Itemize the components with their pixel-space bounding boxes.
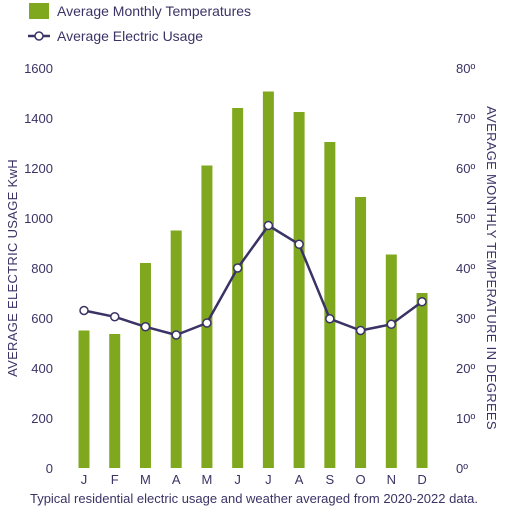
usage-point bbox=[202, 318, 212, 328]
temperature-bar bbox=[416, 293, 428, 468]
temperature-bar bbox=[109, 334, 121, 468]
x-tick-label: D bbox=[417, 472, 426, 487]
left-axis-ticks: 0 200 400 600 800 1000 1200 1400 1600 bbox=[24, 61, 53, 476]
left-tick-label: 0 bbox=[46, 461, 53, 476]
usage-point bbox=[171, 330, 181, 340]
left-tick-label: 1600 bbox=[24, 61, 53, 76]
right-tick-label: 80º bbox=[456, 61, 475, 76]
temperature-bar bbox=[293, 112, 305, 468]
legend-swatch-temperature bbox=[29, 3, 49, 19]
x-tick-label: A bbox=[172, 472, 181, 487]
temperature-bar bbox=[262, 91, 274, 468]
left-tick-label: 1000 bbox=[24, 211, 53, 226]
temperature-bar bbox=[139, 263, 151, 468]
legend-label-temperature: Average Monthly Temperatures bbox=[57, 3, 251, 19]
usage-point bbox=[386, 319, 397, 329]
x-tick-label: J bbox=[81, 472, 88, 487]
right-tick-label: 30º bbox=[456, 311, 475, 326]
right-axis-ticks: 0º 10º 20º 30º 40º 50º 60º 70º 80º bbox=[456, 61, 475, 476]
left-tick-label: 400 bbox=[31, 361, 53, 376]
usage-line bbox=[83, 224, 423, 337]
temperature-bar bbox=[201, 165, 213, 468]
x-tick-label: O bbox=[356, 472, 366, 487]
x-tick-label: M bbox=[140, 472, 151, 487]
right-tick-label: 70º bbox=[456, 111, 475, 126]
legend-marker-usage bbox=[34, 31, 44, 41]
x-tick-label: N bbox=[387, 472, 396, 487]
usage-point bbox=[294, 239, 304, 249]
right-tick-label: 20º bbox=[456, 361, 475, 376]
right-tick-label: 0º bbox=[456, 461, 468, 476]
usage-point bbox=[109, 312, 120, 322]
x-tick-label: A bbox=[295, 472, 304, 487]
usage-point bbox=[417, 297, 427, 307]
right-tick-label: 50º bbox=[456, 211, 475, 226]
usage-point bbox=[325, 314, 335, 324]
left-tick-label: 800 bbox=[31, 261, 53, 276]
x-tick-label: J bbox=[265, 472, 272, 487]
temperature-bar bbox=[232, 108, 244, 468]
right-axis-title: AVERAGE MONTHLY TEMPERATURE IN DEGREES bbox=[484, 106, 499, 430]
temperature-bar bbox=[324, 142, 336, 468]
left-tick-label: 1200 bbox=[24, 161, 53, 176]
temperature-bar bbox=[170, 230, 182, 468]
right-tick-label: 60º bbox=[456, 161, 475, 176]
left-axis-title: AVERAGE ELECTRIC USAGE KwH bbox=[5, 159, 20, 377]
right-tick-label: 10º bbox=[456, 411, 475, 426]
usage-point bbox=[232, 263, 243, 273]
chart-caption: Typical residential electric usage and w… bbox=[30, 491, 478, 506]
legend: Average Monthly Temperatures Average Ele… bbox=[28, 3, 251, 44]
temperature-bar bbox=[78, 330, 90, 468]
usage-point bbox=[263, 220, 274, 231]
usage-point bbox=[79, 305, 89, 316]
x-tick-label: F bbox=[111, 472, 119, 487]
x-tick-label: S bbox=[326, 472, 335, 487]
right-tick-label: 40º bbox=[456, 261, 475, 276]
left-tick-label: 1400 bbox=[24, 111, 53, 126]
usage-point bbox=[355, 325, 366, 336]
usage-point bbox=[140, 322, 151, 332]
temperature-bars bbox=[78, 91, 428, 468]
legend-label-usage: Average Electric Usage bbox=[57, 28, 203, 44]
usage-points bbox=[79, 220, 427, 340]
temperature-bar bbox=[385, 254, 397, 468]
left-tick-label: 600 bbox=[31, 311, 53, 326]
x-tick-label: J bbox=[234, 472, 241, 487]
x-tick-label: M bbox=[201, 472, 212, 487]
left-tick-label: 200 bbox=[31, 411, 53, 426]
